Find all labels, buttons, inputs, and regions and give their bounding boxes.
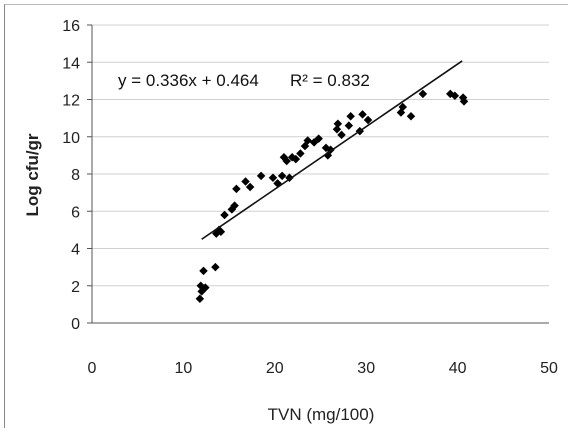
data-point [450,91,460,101]
x-tick-label: 40 [449,360,467,377]
data-point [406,112,416,121]
x-tick-label: 20 [266,360,284,377]
data-point [211,262,220,272]
data-point [232,184,241,194]
data-point [459,97,469,106]
data-point [201,283,210,292]
data-point [277,171,287,181]
x-tick-label: 0 [88,360,97,377]
data-point [220,210,229,220]
data-point [337,130,346,140]
data-point [296,149,305,158]
data-point [241,177,250,186]
data-point [363,115,373,125]
data-point [358,110,367,119]
data-point [346,112,355,121]
data-point [314,134,323,143]
data-point [398,102,408,112]
data-point [418,89,428,99]
data-point [332,125,342,134]
data-point [291,154,301,164]
trendline-equation: y = 0.336x + 0.464 [118,71,259,90]
data-point [245,182,255,192]
y-tick-label: 0 [71,316,80,333]
y-tick-label: 4 [71,242,80,259]
y-tick-label: 10 [62,130,80,147]
data-point [199,266,208,276]
data-point [256,171,266,181]
y-tick-label: 6 [71,204,80,221]
data-point [230,201,239,210]
trendline [201,60,463,240]
y-tick-label: 12 [62,93,80,110]
x-axis-label: TVN (mg/100) [268,405,375,424]
x-tick-label: 50 [540,360,558,377]
axes [87,24,549,324]
y-tick-label: 14 [62,55,80,72]
x-tick-label: 30 [357,360,375,377]
data-points [195,89,469,304]
data-point [333,119,343,128]
data-point [268,173,278,182]
data-point [344,121,354,130]
x-tick-label: 10 [175,360,193,377]
y-tick-labels: 0 2 4 6 8 10 12 14 16 [62,18,80,333]
data-point [195,294,205,304]
y-tick-label: 2 [71,279,80,296]
y-tick-label: 8 [71,167,80,184]
y-axis-label: Log cfu/gr [23,133,42,216]
x-tick-labels: 0 10 20 30 40 50 [88,360,558,377]
data-point [303,136,312,145]
data-point [282,156,291,166]
gridlines [92,24,549,324]
chart-frame [4,4,568,428]
r-squared-label: R² = 0.832 [290,71,370,90]
y-tick-label: 16 [62,18,80,35]
data-point [216,227,226,236]
